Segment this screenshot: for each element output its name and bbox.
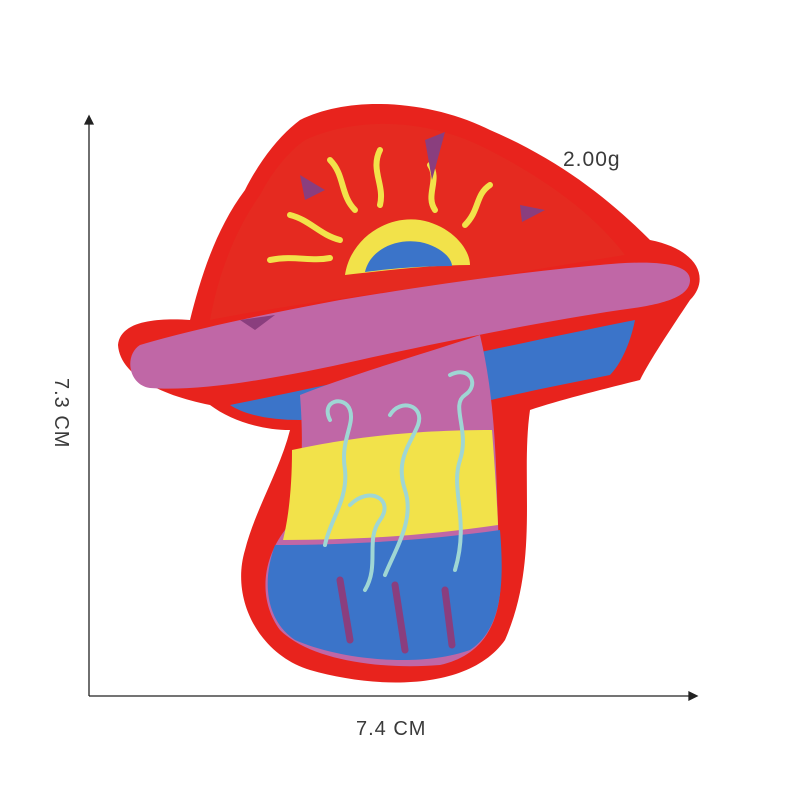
stem-stripes [336, 576, 456, 654]
width-arrow [89, 690, 699, 702]
stem-yellow-band [283, 430, 498, 540]
height-dimension-label: 7.3 CM [50, 378, 72, 449]
sun-core [365, 241, 452, 272]
height-arrow [83, 114, 95, 696]
mushroom-patch [118, 103, 700, 683]
brim [130, 262, 690, 389]
sun-rays [267, 147, 493, 263]
stem-swirls [323, 370, 475, 592]
weight-label: 2.00g [563, 148, 621, 171]
stem-blue-band [267, 530, 502, 661]
width-dimension-label: 7.4 CM [356, 718, 427, 740]
cap-accents [240, 132, 545, 330]
